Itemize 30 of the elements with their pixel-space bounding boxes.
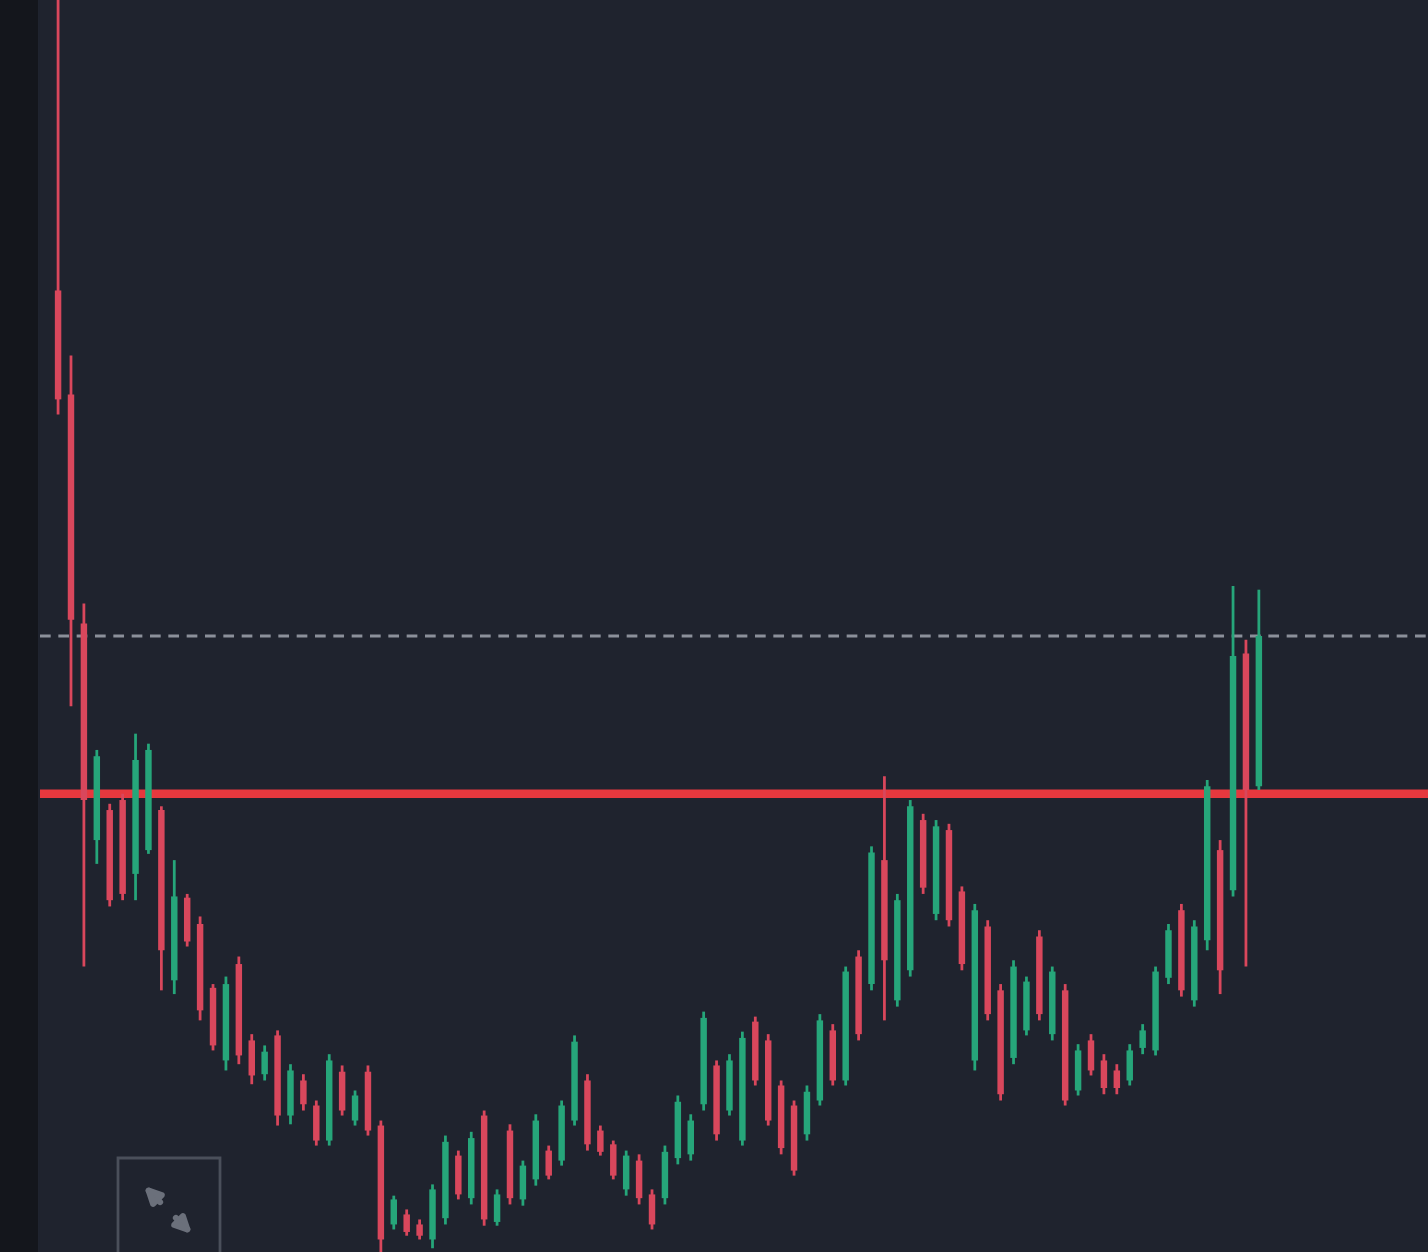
- candlestick: [622, 1149, 630, 1198]
- candlestick: [313, 1099, 320, 1147]
- candlestick: [338, 1064, 346, 1117]
- candlestick: [1074, 1042, 1082, 1097]
- candlestick: [597, 1124, 604, 1157]
- candlestick: [687, 1112, 694, 1162]
- candlestick: [1139, 1022, 1146, 1056]
- candlestick: [403, 1208, 410, 1238]
- candlestick: [300, 1072, 307, 1112]
- candlestick: [803, 1084, 811, 1142]
- candlestick: [635, 1152, 643, 1206]
- candlestick: [455, 1149, 462, 1201]
- candlestick: [1113, 1062, 1121, 1096]
- candlestick: [248, 1032, 255, 1086]
- candlestick: [1165, 922, 1172, 986]
- candlestick: [493, 1188, 501, 1228]
- candlestick: [1126, 1042, 1133, 1087]
- candlestick: [1087, 1032, 1095, 1077]
- candlestick: [351, 1089, 359, 1127]
- candlestick: [661, 1144, 669, 1206]
- candlestick: [545, 1144, 552, 1181]
- candlestick: [261, 1044, 268, 1082]
- candlestick: [1100, 1052, 1108, 1096]
- candlestick: [610, 1139, 617, 1181]
- candlestick: [390, 1194, 398, 1231]
- candlestick: [287, 1062, 294, 1126]
- candlestick: [183, 892, 191, 948]
- candlestick: [416, 1218, 423, 1241]
- candlestick: [519, 1159, 527, 1208]
- candlestick: [648, 1188, 656, 1231]
